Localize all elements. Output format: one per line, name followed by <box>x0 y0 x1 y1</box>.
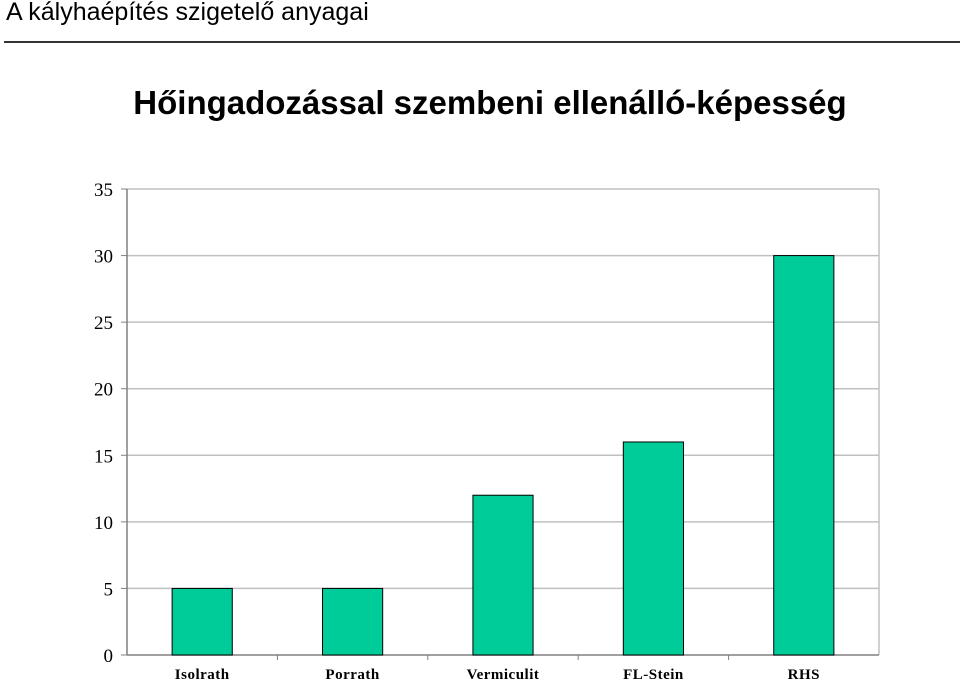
x-tick-label: Vermiculit <box>467 667 540 680</box>
y-tick-label: 20 <box>94 380 113 401</box>
bar <box>171 587 233 656</box>
x-tick-label: Porrath <box>325 667 379 680</box>
gridlines <box>127 188 879 590</box>
bar <box>322 587 384 656</box>
y-tick-labels: 0 5 10 15 20 25 30 35 <box>94 180 113 667</box>
bars <box>171 255 835 656</box>
y-tick-label: 5 <box>104 579 114 600</box>
x-tick-label: FL-Stein <box>623 667 684 680</box>
x-tick-labels: Isolrath Porrath Vermiculit FL-Stein RHS <box>175 667 820 680</box>
y-tick-label: 15 <box>94 446 113 467</box>
chart-title: Hőingadozással szembeni ellenálló-képess… <box>133 84 847 121</box>
title-divider <box>4 41 960 43</box>
slide-title: A kályhaépítés szigetelő anyagai <box>6 0 369 26</box>
y-tick-label: 10 <box>94 513 113 534</box>
y-tick-label: 25 <box>94 313 113 334</box>
bar <box>773 255 835 656</box>
y-tick-label: 30 <box>94 247 113 268</box>
x-tick-label: RHS <box>788 667 820 680</box>
x-tick-label: Isolrath <box>175 667 230 680</box>
y-tick-label: 0 <box>104 646 114 667</box>
y-tick-label: 35 <box>94 180 113 201</box>
bar <box>622 441 684 656</box>
bar <box>472 494 534 656</box>
